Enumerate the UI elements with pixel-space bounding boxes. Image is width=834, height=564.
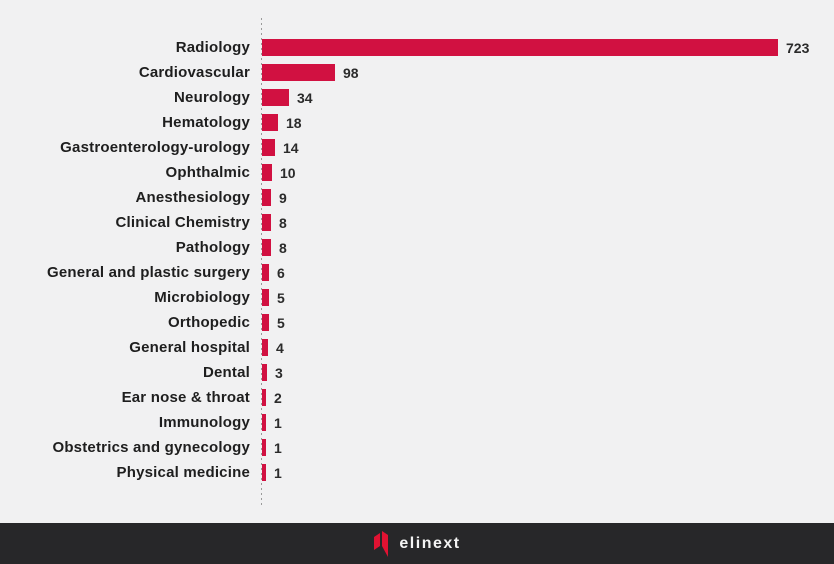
category-label: Ophthalmic [165,164,250,181]
bar [262,114,278,131]
bar-zone: 2 [262,385,282,410]
category-label: Gastroenterology-urology [60,139,250,156]
value-label: 34 [297,89,313,106]
chart-row: Obstetrics and gynecology 1 [0,435,834,460]
bar-zone: 3 [262,360,283,385]
chart-row: General and plastic surgery 6 [0,260,834,285]
bar [262,389,266,406]
bar-zone: 6 [262,260,285,285]
bar-zone: 98 [262,60,359,85]
bar [262,339,268,356]
chart-row: Pathology 8 [0,235,834,260]
chart-row: Anesthesiology 9 [0,185,834,210]
chart-row: Hematology 18 [0,110,834,135]
footer-bar: elinext [0,523,834,564]
bar [262,139,275,156]
category-label: Ear nose & throat [121,389,250,406]
bar-zone: 10 [262,160,296,185]
category-label: Clinical Chemistry [115,214,250,231]
category-label: Dental [202,364,250,381]
category-label: General and plastic surgery [47,264,250,281]
category-label: Pathology [175,239,250,256]
bar-zone: 723 [262,35,809,60]
value-label: 98 [343,64,359,81]
bar-zone: 4 [262,335,284,360]
category-label: Neurology [174,89,250,106]
bar-zone: 9 [262,185,287,210]
category-label: Cardiovascular [138,64,250,81]
chart-row: Microbiology 5 [0,285,834,310]
bar [262,239,271,256]
value-label: 2 [274,389,282,406]
value-label: 8 [279,214,287,231]
bar [262,464,266,481]
value-label: 5 [277,314,285,331]
chart-row: Orthopedic 5 [0,310,834,335]
chart-row: Cardiovascular 98 [0,60,834,85]
bar [262,264,269,281]
bar-zone: 18 [262,110,302,135]
value-label: 10 [280,164,296,181]
category-label: Orthopedic [167,314,250,331]
bar [262,289,269,306]
value-label: 18 [286,114,302,131]
category-label: Radiology [175,39,250,56]
bar-zone: 5 [262,285,285,310]
bar [262,164,272,181]
axis-baseline-dotted [261,18,262,507]
bar [262,189,271,206]
bar-chart: Radiology 723 Cardiovascular 98 Neurology 34 H… [0,35,834,485]
value-label: 723 [786,39,810,56]
bar-zone: 1 [262,410,282,435]
value-label: 5 [277,289,285,306]
category-label: Hematology [162,114,250,131]
category-label: Physical medicine [116,464,250,481]
elinext-logo-text: elinext [399,534,461,552]
category-label: Immunology [158,414,250,431]
value-label: 6 [277,264,285,281]
chart-row: Immunology 1 [0,410,834,435]
category-label: Obstetrics and gynecology [52,439,250,456]
bar [262,214,271,231]
value-label: 8 [279,239,287,256]
chart-row: Gastroenterology-urology 14 [0,135,834,160]
bar [262,414,266,431]
value-label: 14 [283,139,299,156]
chart-row: Ear nose & throat 2 [0,385,834,410]
bar [262,314,269,331]
bar-zone: 34 [262,85,313,110]
value-label: 1 [274,414,282,431]
bar [262,89,289,106]
category-label: Anesthesiology [135,189,250,206]
chart-row: Dental 3 [0,360,834,385]
bar-zone: 8 [262,235,287,260]
bar-zone: 1 [262,460,282,485]
chart-row: Radiology 723 [0,35,834,60]
value-label: 4 [276,339,284,356]
value-label: 9 [279,189,287,206]
bar [262,364,267,381]
category-label: General hospital [129,339,250,356]
value-label: 1 [274,439,282,456]
chart-row: Neurology 34 [0,85,834,110]
value-label: 1 [274,464,282,481]
chart-row: Physical medicine 1 [0,460,834,485]
category-label: Microbiology [154,289,250,306]
elinext-logo-icon [374,530,389,557]
bar-zone: 1 [262,435,282,460]
bar-zone: 5 [262,310,285,335]
bar [262,439,266,456]
chart-row: Ophthalmic 10 [0,160,834,185]
bar-zone: 8 [262,210,287,235]
bar [262,39,778,56]
chart-row: General hospital 4 [0,335,834,360]
bar-zone: 14 [262,135,299,160]
chart-row: Clinical Chemistry 8 [0,210,834,235]
value-label: 3 [275,364,283,381]
bar [262,64,335,81]
